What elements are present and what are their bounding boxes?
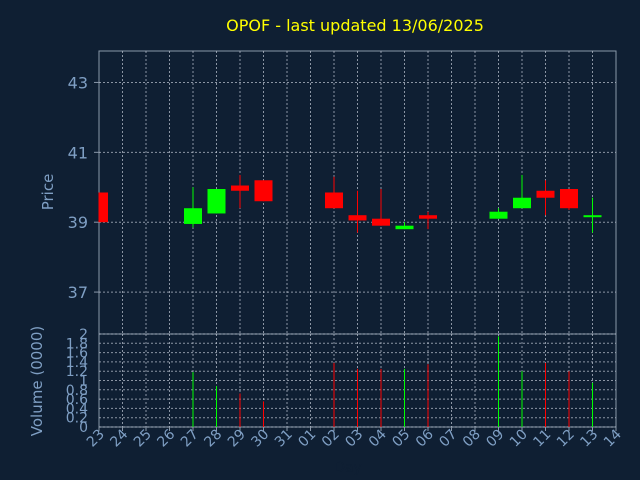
candle-body (395, 225, 414, 230)
price-tick-label: 41 (68, 143, 88, 162)
volume-tick-label: 2 (79, 327, 88, 343)
x-axis-label: Day (334, 460, 362, 476)
volume-series (192, 336, 593, 427)
candlestick-series (98, 175, 602, 233)
candle (348, 190, 367, 233)
candle (207, 189, 226, 214)
candle (513, 175, 531, 209)
volume-panel: 00.20.40.60.811.21.41.61.82 Volume (0000… (28, 326, 617, 436)
price-tick-label: 39 (68, 213, 88, 232)
candle-body (207, 189, 226, 214)
candle (231, 175, 249, 209)
volume-tick-label: 0.6 (66, 392, 88, 408)
candle-body (348, 215, 367, 221)
candle-body (536, 190, 555, 198)
chart-title: OPOF - last updated 13/06/2025 (226, 16, 484, 35)
candle (98, 192, 108, 223)
candle-body (99, 192, 108, 223)
candle (395, 222, 414, 230)
price-y-axis: 37 39 41 43 (68, 73, 99, 302)
candle-body (372, 218, 390, 226)
candle (536, 180, 555, 216)
candle-body (583, 215, 602, 218)
volume-tick-label: 1.8 (66, 336, 88, 352)
volume-tick-label: 1.6 (66, 346, 88, 362)
candle-body (513, 197, 531, 209)
volume-tick-label: 0 (79, 420, 88, 436)
candle (325, 176, 343, 209)
price-tick-label: 37 (68, 283, 88, 302)
volume-tick-label: 1 (79, 374, 88, 390)
candle (583, 197, 602, 233)
candle (560, 189, 578, 210)
price-tick-label: 43 (68, 73, 88, 92)
volume-tick-label: 0.2 (66, 411, 88, 427)
candle-body (231, 185, 249, 191)
candle (372, 189, 390, 226)
candle-body (489, 211, 508, 219)
x-axis: 23 24 25 26 27 28 29 30 31 01 02 03 04 05 06 07 08 09 10 11… (84, 426, 625, 450)
candle (489, 208, 508, 219)
candle-body (254, 180, 273, 202)
volume-tick-label: 0.4 (66, 401, 88, 417)
candle-body (325, 192, 343, 209)
volume-y-axis: 00.20.40.60.811.21.41.61.82 (66, 327, 88, 436)
candle-body (560, 189, 578, 209)
candle-body (184, 208, 202, 224)
volume-tick-label: 1.4 (66, 355, 88, 371)
candle (184, 187, 202, 228)
volume-tick-label: 1.2 (66, 364, 88, 380)
volume-axis-label: Volume (0000) (28, 326, 46, 436)
candle (254, 180, 273, 202)
candle (419, 211, 437, 230)
price-axis-label: Price (39, 174, 57, 211)
volume-tick-label: 0.8 (66, 383, 88, 399)
candle-body (419, 215, 437, 219)
price-panel: 37 39 41 43 Price (39, 50, 617, 335)
